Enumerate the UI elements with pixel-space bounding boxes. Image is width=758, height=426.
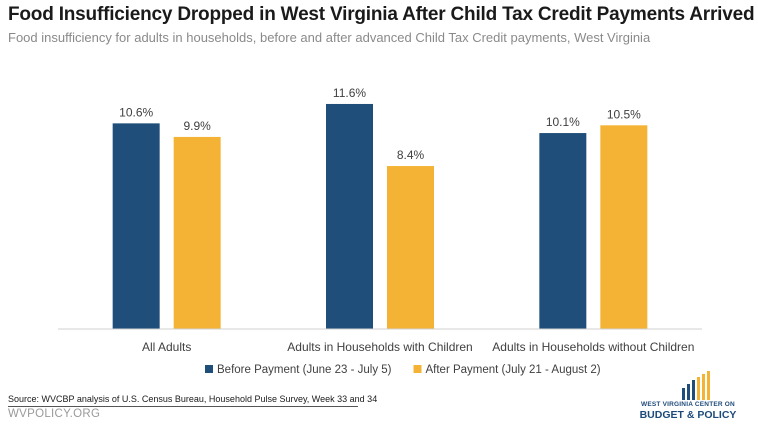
data-label: 11.6% (333, 86, 366, 100)
legend-label: After Payment (July 21 - August 2) (426, 364, 601, 376)
logo-text-line1: WEST VIRGINIA CENTER ON (641, 401, 735, 408)
data-label: 10.1% (546, 115, 580, 129)
logo-bars-icon (682, 371, 710, 400)
logo-text-line2: BUDGET & POLICY (639, 409, 737, 421)
category-label: All Adults (142, 340, 191, 354)
bar-after-2 (600, 125, 648, 329)
data-label: 10.6% (119, 105, 153, 119)
chart-subtitle: Food insufficiency for adults in househo… (8, 30, 651, 45)
bar-before-1 (326, 103, 373, 330)
bar-before-2 (539, 133, 587, 329)
data-label: 8.4% (397, 148, 425, 162)
data-label: 9.9% (183, 119, 211, 133)
data-label: 10.5% (607, 107, 641, 121)
legend-label: Before Payment (June 23 - July 5) (217, 364, 392, 376)
category-label: Adults in Households with Children (287, 340, 472, 354)
category-label: Adults in Households without Children (492, 340, 694, 354)
source-divider (8, 406, 358, 407)
bar-before-0 (112, 123, 160, 329)
bar-chart: 10.6% 9.9% All Adults 11.6% 8.4% Adults in Ho… (58, 86, 702, 376)
site-url: WVPOLICY.ORG (8, 408, 101, 420)
legend-swatch-after (413, 365, 422, 373)
bar-after-1 (387, 166, 434, 329)
chart-title: Food Insufficiency Dropped in West Virgi… (8, 4, 755, 25)
legend-swatch-before (205, 365, 213, 373)
wvcbp-logo: WEST VIRGINIA CENTER ON BUDGET & POLICY (628, 370, 748, 422)
bar-after-0 (173, 136, 221, 329)
source-note: Source: WVCBP analysis of U.S. Census Bu… (8, 394, 378, 404)
